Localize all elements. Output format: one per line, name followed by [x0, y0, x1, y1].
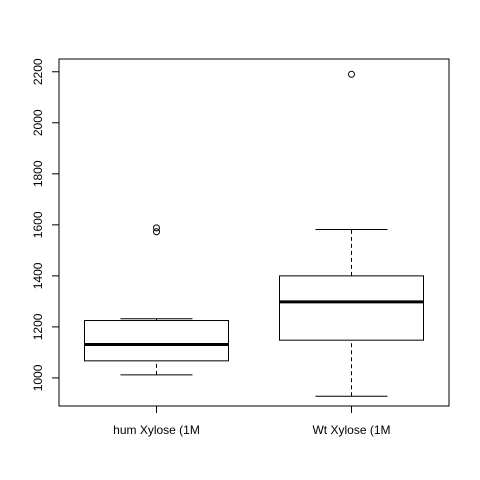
- y-tick-label-5: 2000: [31, 109, 45, 136]
- y-axis: 1000 1200 1400 1600 1800 2000 2200: [31, 58, 60, 391]
- box-0: [84, 224, 229, 376]
- x-axis: hum Xylose (1M Wt Xylose (1M: [113, 406, 391, 437]
- box-1: [279, 70, 424, 397]
- iqr-box-0: [84, 320, 229, 362]
- outlier-0-0: [153, 228, 160, 236]
- iqr-box-1: [279, 275, 424, 341]
- y-tick-label-4: 1800: [31, 160, 45, 187]
- x-tick-label-1: Wt Xylose (1M: [312, 423, 390, 437]
- boxes: [84, 70, 424, 397]
- y-tick-label-6: 2200: [31, 58, 45, 85]
- y-tick-label-1: 1200: [31, 313, 45, 340]
- x-tick-label-0: hum Xylose (1M: [113, 423, 200, 437]
- y-tick-label-2: 1400: [31, 262, 45, 289]
- outlier-0-1: [153, 224, 160, 232]
- outlier-1-0: [348, 70, 355, 78]
- y-tick-label-3: 1600: [31, 211, 45, 238]
- y-tick-label-0: 1000: [31, 364, 45, 391]
